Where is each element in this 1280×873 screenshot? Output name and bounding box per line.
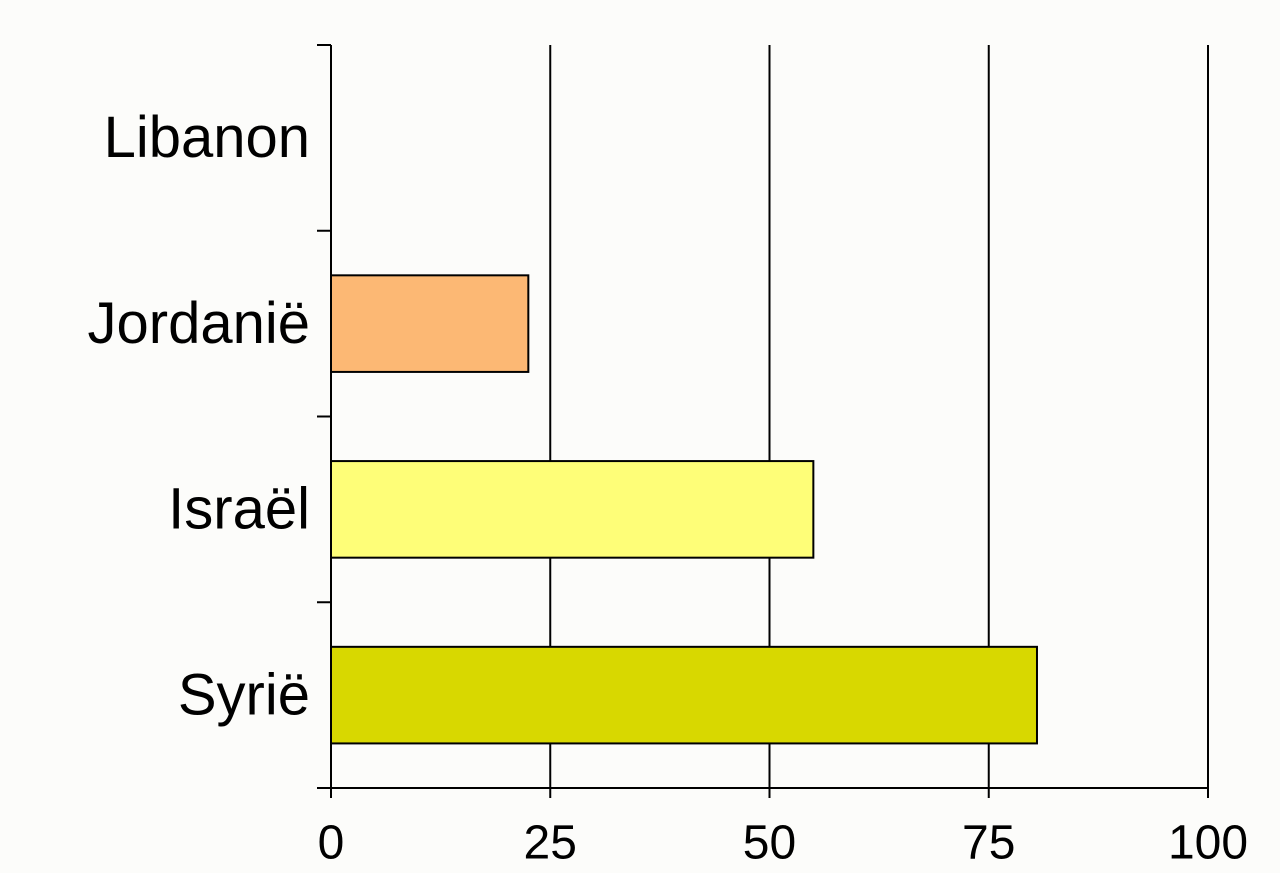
x-tick-label: 25 <box>524 817 577 870</box>
x-tick-label: 0 <box>318 817 345 870</box>
bar <box>330 460 815 559</box>
x-tick-label: 75 <box>962 817 1015 870</box>
category-label: Libanon <box>104 105 310 170</box>
bar <box>330 274 530 373</box>
category-label: Israël <box>168 477 310 542</box>
x-tick-label: 50 <box>743 817 796 870</box>
x-tick-label: 100 <box>1168 817 1248 870</box>
category-label: Jordanië <box>88 291 310 356</box>
bar <box>330 645 1038 745</box>
category-label: Syrië <box>178 662 310 727</box>
